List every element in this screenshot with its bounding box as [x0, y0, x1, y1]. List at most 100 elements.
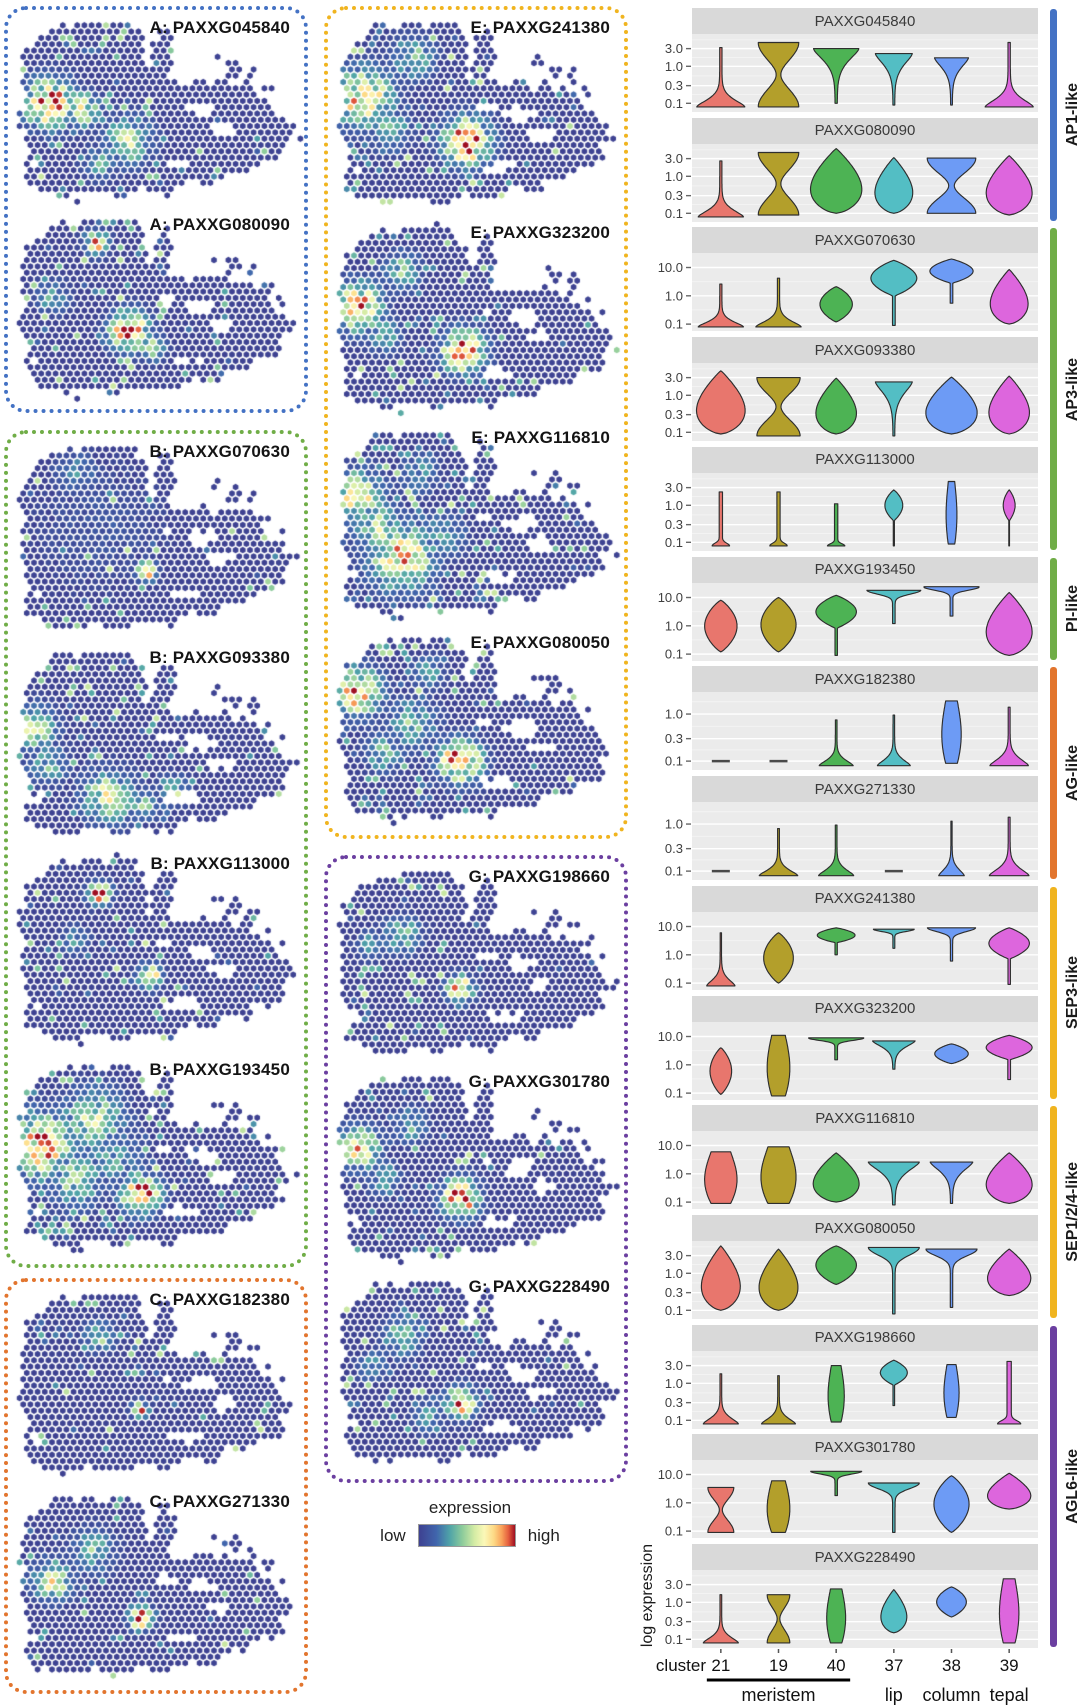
x-axis: cluster 21 19 40 37 38 39 meristem lip column tepa…	[656, 1649, 1029, 1705]
violin-svg: 1.0 0.3 0.1	[665, 692, 1038, 771]
spatial-map-canvas	[331, 423, 625, 624]
svg-text:0.1: 0.1	[665, 1195, 683, 1209]
svg-text:0.3: 0.3	[665, 732, 683, 747]
panel-title-strip: PAXXG198660	[692, 1324, 1038, 1351]
svg-text:0.1: 0.1	[665, 1085, 683, 1099]
svg-text:19: 19	[769, 1656, 788, 1675]
violin-svg: 10.0 1.0 0.1	[658, 911, 1038, 990]
violin-panel-PAXXG271330: PAXXG271330 1.0 0.3 0.1	[640, 776, 1080, 881]
violin-panel-PAXXG301780: PAXXG301780 10.0 1.0 0.1	[640, 1434, 1080, 1539]
spatial-map-label: C: PAXXG182380	[149, 1290, 290, 1309]
violin-svg: 3.0 1.0 0.3 0.1	[665, 1350, 1038, 1429]
group-label: AGL6-like	[1064, 1449, 1080, 1524]
legend-title: expression	[428, 1498, 512, 1517]
panel-title: PAXXG198660	[814, 1329, 916, 1347]
violin-plot-column: PAXXG045840 3.0 1.0 0.3 0.1 PAXXG080090 3.0 1.0…	[640, 0, 1080, 1707]
group-label: SEP1/2/4-like	[1064, 1162, 1080, 1262]
svg-text:0.1: 0.1	[665, 317, 683, 331]
spatial-map-label: E: PAXXG116810	[471, 428, 610, 447]
spatial-map-PAXXG198660: G: PAXXG198660	[330, 861, 625, 1066]
spatial-map-canvas	[11, 210, 305, 403]
panel-title: PAXXG193450	[814, 561, 916, 579]
panel-title-strip: PAXXG070630	[692, 227, 1038, 254]
svg-text:0.3: 0.3	[665, 1614, 683, 1629]
spatial-map-label: B: PAXXG093380	[149, 648, 290, 667]
svg-text:cluster: cluster	[656, 1656, 706, 1675]
spatial-map-canvas	[331, 1272, 625, 1473]
violin-panel-PAXXG080090: PAXXG080090 3.0 1.0 0.3 0.1	[640, 117, 1080, 222]
svg-text:3.0: 3.0	[665, 1248, 683, 1263]
svg-text:0.1: 0.1	[665, 1303, 683, 1318]
svg-text:3.0: 3.0	[665, 41, 683, 56]
spatial-map-PAXXG116810: E: PAXXG116810	[330, 422, 625, 627]
svg-text:0.3: 0.3	[665, 1395, 683, 1410]
violin-panel-PAXXG116810: PAXXG116810 10.0 1.0 0.1	[640, 1105, 1080, 1210]
spatial-map-label: E: PAXXG241380	[470, 18, 610, 37]
legend-high-label: high	[527, 1525, 560, 1545]
svg-text:1.0: 1.0	[665, 1595, 683, 1610]
spatial-map-canvas	[331, 628, 625, 829]
svg-text:0.1: 0.1	[665, 1524, 683, 1538]
svg-text:3.0: 3.0	[665, 480, 683, 495]
svg-text:column: column	[922, 1685, 980, 1705]
y-axis-title: log expression	[639, 1544, 656, 1648]
violin-svg: 3.0 1.0 0.3 0.1	[665, 1570, 1038, 1649]
spatial-column-middle: E: PAXXG241380 E: PAXXG323200 E: PAXXG1168…	[324, 0, 636, 1707]
spatial-map-PAXXG093380: B: PAXXG093380	[10, 642, 305, 848]
spatial-map-label: G: PAXXG198660	[468, 867, 610, 886]
violin-svg: 10.0 1.0 0.1	[658, 582, 1038, 661]
spatial-map-canvas	[11, 643, 305, 845]
svg-text:0.1: 0.1	[665, 975, 683, 989]
dotted-group-box-E: E: PAXXG241380 E: PAXXG323200 E: PAXXG1168…	[324, 6, 628, 839]
panel-title: PAXXG080050	[814, 1219, 916, 1237]
colorbar-gradient	[417, 1524, 516, 1547]
panel-title-strip: PAXXG080050	[692, 1215, 1038, 1242]
svg-text:0.1: 0.1	[665, 1413, 683, 1428]
spatial-map-label: G: PAXXG228490	[468, 1277, 610, 1296]
spatial-column-left: A: PAXXG045840 A: PAXXG080090 B: PAXXG0706…	[4, 0, 316, 1707]
svg-text:meristem: meristem	[741, 1685, 815, 1705]
panel-title-strip: PAXXG080090	[692, 117, 1038, 144]
group-label: AG-like	[1064, 745, 1080, 802]
violin-svg: 3.0 1.0 0.3 0.1	[665, 143, 1038, 222]
violin-panel-PAXXG182380: PAXXG182380 1.0 0.3 0.1	[640, 666, 1080, 771]
svg-text:0.3: 0.3	[665, 1285, 683, 1300]
violin-panel-PAXXG045840: PAXXG045840 3.0 1.0 0.3 0.1	[640, 8, 1080, 112]
svg-text:38: 38	[942, 1656, 961, 1675]
violin-panel-PAXXG070630: PAXXG070630 10.0 1.0 0.1	[640, 227, 1080, 332]
violin-panel-PAXXG113000: PAXXG113000 3.0 1.0 0.3 0.1	[640, 446, 1080, 551]
panel-title: PAXXG113000	[815, 451, 915, 469]
violin-panel-PAXXG198660: PAXXG198660 3.0 1.0 0.3 0.1	[640, 1324, 1080, 1429]
spatial-map-canvas	[331, 1067, 625, 1268]
svg-text:0.3: 0.3	[665, 841, 683, 856]
spatial-map-PAXXG080050: E: PAXXG080050	[330, 627, 625, 832]
svg-text:1.0: 1.0	[665, 169, 683, 184]
spatial-map-PAXXG301780: G: PAXXG301780	[330, 1066, 625, 1271]
group-bar-pi-like	[1050, 557, 1057, 660]
panel-title-strip: PAXXG271330	[692, 776, 1038, 803]
svg-text:37: 37	[884, 1656, 903, 1675]
panel-title: PAXXG116810	[815, 1109, 915, 1127]
spatial-map-PAXXG080090: A: PAXXG080090	[10, 209, 305, 406]
svg-text:1.0: 1.0	[665, 707, 683, 722]
panel-title: PAXXG228490	[814, 1548, 916, 1566]
spatial-map-canvas	[11, 1487, 305, 1685]
panel-title-strip: PAXXG045840	[692, 8, 1038, 34]
svg-text:21: 21	[711, 1656, 730, 1675]
group-bar-ap3-like	[1050, 228, 1057, 550]
dotted-group-box-G: G: PAXXG198660 G: PAXXG301780 G: PAXXG2284…	[324, 855, 628, 1483]
spatial-map-canvas	[11, 437, 305, 639]
svg-text:10.0: 10.0	[658, 1467, 683, 1482]
svg-text:1.0: 1.0	[665, 618, 683, 633]
panel-title: PAXXG182380	[814, 670, 916, 688]
expression-colorbar-legend: expression low high	[330, 1498, 610, 1547]
spatial-map-label: C: PAXXG271330	[149, 1492, 290, 1511]
panel-title-strip: PAXXG228490	[692, 1544, 1038, 1571]
svg-text:1.0: 1.0	[665, 289, 683, 304]
violin-panel-PAXXG093380: PAXXG093380 3.0 1.0 0.3 0.1	[640, 337, 1080, 442]
group-label: PI-like	[1064, 585, 1080, 633]
spatial-map-label: A: PAXXG080090	[149, 215, 290, 234]
spatial-map-label: A: PAXXG045840	[149, 18, 290, 37]
svg-text:0.3: 0.3	[665, 188, 683, 203]
svg-text:1.0: 1.0	[665, 947, 683, 962]
